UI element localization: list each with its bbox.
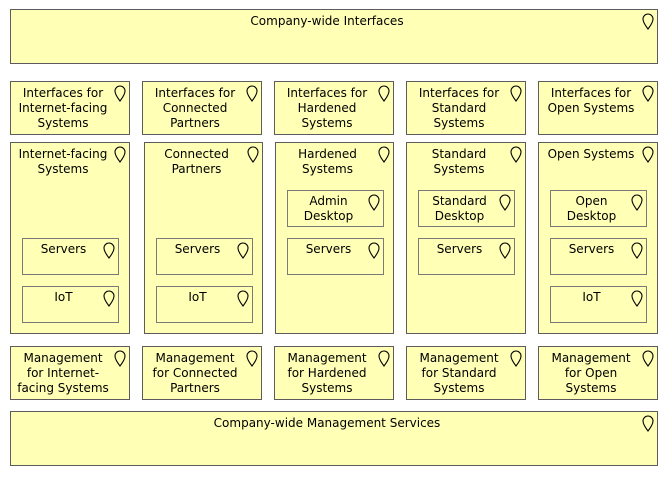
management-connected-partners-box[interactable]: Management for Connected Partners — [142, 346, 262, 400]
company-wide-management-label: Company-wide Management Services — [213, 416, 441, 430]
location-icon — [114, 85, 126, 102]
location-icon — [510, 146, 522, 163]
interfaces-hardened-systems-label: Interfaces for Hardened Systems — [286, 86, 368, 130]
management-standard-systems-label: Management for Standard Systems — [419, 351, 499, 395]
standard-systems-group[interactable]: Standard Systems Standard Desktop Server… — [406, 142, 526, 334]
internet-facing-iot-label: IoT — [54, 290, 73, 304]
internet-facing-iot-box[interactable]: IoT — [22, 286, 119, 323]
internet-facing-systems-label: Internet-facing Systems — [18, 147, 108, 176]
location-icon — [378, 85, 390, 102]
location-icon — [378, 146, 390, 163]
open-desktop-label: Open Desktop — [566, 194, 617, 223]
location-icon — [103, 242, 115, 259]
standard-systems-label: Standard Systems — [431, 147, 487, 176]
hardened-servers-box[interactable]: Servers — [287, 238, 384, 275]
management-open-systems-box[interactable]: Management for Open Systems — [538, 346, 658, 400]
management-hardened-systems-label: Management for Hardened Systems — [287, 351, 367, 395]
internet-facing-servers-box[interactable]: Servers — [22, 238, 119, 275]
internet-facing-systems-group[interactable]: Internet-facing Systems Servers IoT — [10, 142, 130, 334]
location-icon — [631, 194, 643, 211]
location-icon — [237, 242, 249, 259]
location-icon — [114, 350, 126, 367]
company-wide-interfaces-label: Company-wide Interfaces — [250, 14, 404, 28]
connected-partners-servers-label: Servers — [174, 242, 221, 256]
hardened-systems-label: Hardened Systems — [298, 147, 357, 176]
interfaces-standard-systems-box[interactable]: Interfaces for Standard Systems — [406, 81, 526, 135]
interfaces-internet-facing-label: Interfaces for Internet-facing Systems — [18, 86, 108, 130]
interfaces-standard-systems-label: Interfaces for Standard Systems — [418, 86, 500, 130]
open-servers-label: Servers — [568, 242, 615, 256]
management-hardened-systems-box[interactable]: Management for Hardened Systems — [274, 346, 394, 400]
open-iot-box[interactable]: IoT — [550, 286, 647, 323]
management-standard-systems-box[interactable]: Management for Standard Systems — [406, 346, 526, 400]
location-icon — [642, 415, 654, 432]
location-icon — [237, 290, 249, 307]
open-iot-label: IoT — [582, 290, 601, 304]
standard-desktop-box[interactable]: Standard Desktop — [418, 190, 515, 227]
connected-partners-group[interactable]: Connected Partners Servers IoT — [144, 142, 263, 334]
connected-partners-iot-label: IoT — [188, 290, 207, 304]
location-icon — [499, 194, 511, 211]
hardened-servers-label: Servers — [305, 242, 352, 256]
interfaces-internet-facing-box[interactable]: Interfaces for Internet-facing Systems — [10, 81, 130, 135]
admin-desktop-label: Admin Desktop — [303, 194, 354, 223]
admin-desktop-box[interactable]: Admin Desktop — [287, 190, 384, 227]
standard-servers-box[interactable]: Servers — [418, 238, 515, 275]
open-systems-group[interactable]: Open Systems Open Desktop Servers IoT — [538, 142, 658, 334]
location-icon — [631, 290, 643, 307]
management-internet-facing-box[interactable]: Management for Internet- facing Systems — [10, 346, 130, 400]
open-servers-box[interactable]: Servers — [550, 238, 647, 275]
management-internet-facing-label: Management for Internet- facing Systems — [17, 351, 109, 395]
standard-desktop-label: Standard Desktop — [432, 194, 487, 223]
location-icon — [114, 146, 126, 163]
location-icon — [510, 350, 522, 367]
open-desktop-box[interactable]: Open Desktop — [550, 190, 647, 227]
standard-servers-label: Servers — [436, 242, 483, 256]
internet-facing-servers-label: Servers — [40, 242, 87, 256]
company-wide-interfaces-box[interactable]: Company-wide Interfaces — [10, 9, 658, 64]
management-open-systems-label: Management for Open Systems — [551, 351, 631, 395]
interfaces-open-systems-box[interactable]: Interfaces for Open Systems — [538, 81, 658, 135]
location-icon — [642, 13, 654, 30]
company-wide-management-box[interactable]: Company-wide Management Services — [10, 411, 658, 466]
location-icon — [103, 290, 115, 307]
location-icon — [642, 85, 654, 102]
interfaces-open-systems-label: Interfaces for Open Systems — [547, 86, 635, 115]
location-icon — [368, 194, 380, 211]
management-connected-partners-label: Management for Connected Partners — [152, 351, 238, 395]
location-icon — [642, 350, 654, 367]
open-systems-label: Open Systems — [547, 147, 635, 161]
location-icon — [631, 242, 643, 259]
location-icon — [368, 242, 380, 259]
interfaces-hardened-systems-box[interactable]: Interfaces for Hardened Systems — [274, 81, 394, 135]
connected-partners-servers-box[interactable]: Servers — [156, 238, 253, 275]
location-icon — [510, 85, 522, 102]
location-icon — [246, 350, 258, 367]
location-icon — [378, 350, 390, 367]
location-icon — [499, 242, 511, 259]
location-icon — [642, 146, 654, 163]
connected-partners-iot-box[interactable]: IoT — [156, 286, 253, 323]
connected-partners-label: Connected Partners — [164, 147, 229, 176]
hardened-systems-group[interactable]: Hardened Systems Admin Desktop Servers — [275, 142, 394, 334]
interfaces-connected-partners-label: Interfaces for Connected Partners — [154, 86, 236, 130]
location-icon — [247, 146, 259, 163]
location-icon — [246, 85, 258, 102]
interfaces-connected-partners-box[interactable]: Interfaces for Connected Partners — [142, 81, 262, 135]
